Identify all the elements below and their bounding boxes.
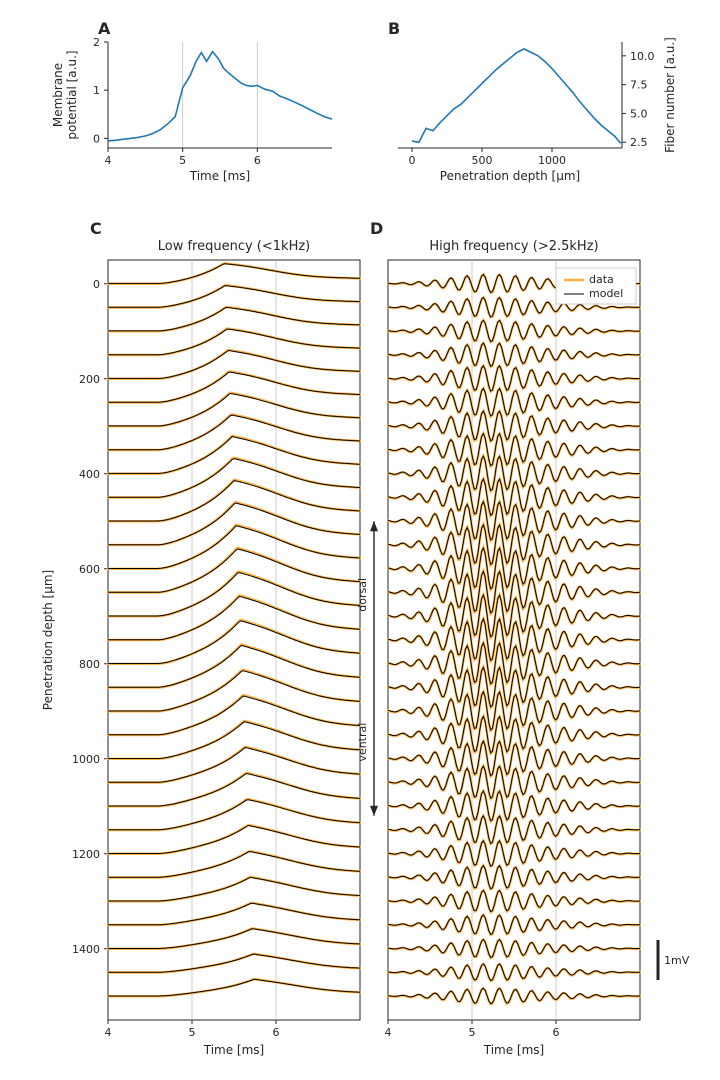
svg-text:400: 400: [79, 468, 100, 481]
svg-text:Penetration depth [µm]: Penetration depth [µm]: [41, 570, 55, 710]
svg-text:4: 4: [105, 154, 112, 167]
svg-text:600: 600: [79, 563, 100, 576]
svg-text:1200: 1200: [72, 848, 100, 861]
panelA-letter: A: [98, 19, 111, 38]
svg-text:6: 6: [553, 1026, 560, 1039]
panelA-xlabel: Time [ms]: [189, 169, 251, 183]
svg-text:5: 5: [179, 154, 186, 167]
svg-text:Time [ms]: Time [ms]: [483, 1043, 545, 1057]
svg-text:7.5: 7.5: [630, 79, 648, 92]
svg-text:800: 800: [79, 658, 100, 671]
svg-text:dorsal: dorsal: [356, 578, 369, 612]
svg-text:500: 500: [472, 154, 493, 167]
svg-text:0: 0: [409, 154, 416, 167]
panelB-xlabel: Penetration depth [µm]: [440, 169, 580, 183]
svg-text:1400: 1400: [72, 943, 100, 956]
svg-text:5: 5: [189, 1026, 196, 1039]
legend-model-label: model: [589, 287, 623, 300]
svg-text:6: 6: [273, 1026, 280, 1039]
panelB-ylabel: Fiber number [a.u.]: [663, 37, 677, 153]
svg-text:4: 4: [385, 1026, 392, 1039]
panelB-letter: B: [388, 19, 400, 38]
figure-svg: 456012Time [ms]Membranepotential [a.u.]A…: [0, 0, 720, 1080]
svg-text:1: 1: [93, 84, 100, 97]
panelD-letter: D: [370, 219, 383, 238]
svg-text:4: 4: [105, 1026, 112, 1039]
svg-text:5.0: 5.0: [630, 107, 648, 120]
svg-text:6: 6: [254, 154, 261, 167]
svg-text:200: 200: [79, 373, 100, 386]
scalebar-label: 1mV: [664, 954, 690, 967]
svg-text:2.5: 2.5: [630, 136, 648, 149]
figure-root: 456012Time [ms]Membranepotential [a.u.]A…: [0, 0, 720, 1080]
svg-text:0: 0: [93, 278, 100, 291]
panelA-ylabel1: Membrane: [51, 63, 65, 127]
panelC-letter: C: [90, 219, 102, 238]
svg-text:ventral: ventral: [356, 723, 369, 762]
svg-text:1000: 1000: [72, 753, 100, 766]
svg-text:0: 0: [93, 132, 100, 145]
panelD-title: High frequency (>2.5kHz): [429, 239, 598, 254]
panelA-ylabel2: potential [a.u.]: [65, 50, 79, 139]
panelC-title: Low frequency (<1kHz): [158, 239, 311, 254]
svg-text:10.0: 10.0: [630, 50, 655, 63]
svg-text:5: 5: [469, 1026, 476, 1039]
svg-text:Time [ms]: Time [ms]: [203, 1043, 265, 1057]
svg-text:1000: 1000: [538, 154, 566, 167]
legend-data-label: data: [589, 273, 614, 286]
